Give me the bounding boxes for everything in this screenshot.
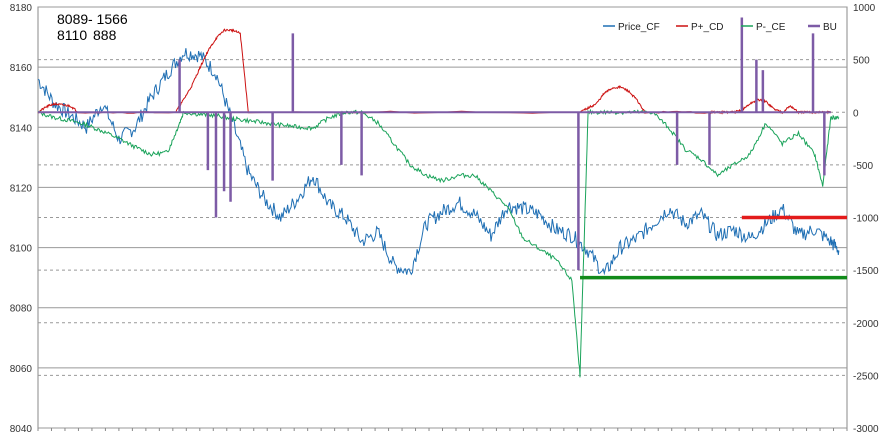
right-tick-label: -500 — [853, 161, 873, 172]
readout-box: 8089 - 1566 8110 888 — [57, 11, 128, 43]
left-tick-label: 8180 — [10, 3, 33, 14]
right-tick-label: 0 — [853, 108, 859, 119]
left-tick-label: 8080 — [10, 304, 33, 315]
series-layer — [37, 17, 840, 378]
right-axis-ticks: -3000 -2500 -2000 -1500 -1000 -500 0 500 1000 — [853, 3, 879, 435]
legend-label: Price_CF — [618, 22, 660, 33]
legend-label: P-_CE — [756, 22, 786, 33]
series-line-p-ce — [37, 108, 840, 378]
right-tick-label: -3000 — [853, 424, 879, 435]
legend: Price_CF P+_CD P-_CE BU — [603, 22, 837, 33]
reference-lines — [580, 215, 847, 280]
readout-row2-b: 888 — [93, 27, 117, 43]
right-tick-label: 1000 — [853, 3, 876, 14]
left-tick-label: 8040 — [10, 424, 33, 435]
series-line-price-cf — [37, 48, 840, 276]
right-tick-label: -2000 — [853, 319, 879, 330]
left-axis-ticks: 8040 8060 8080 8100 8120 8140 8160 8180 — [10, 3, 33, 435]
left-tick-label: 8100 — [10, 244, 33, 255]
readout-row2-a: 8110 — [57, 27, 87, 43]
left-tick-label: 8140 — [10, 123, 33, 134]
right-tick-label: -1500 — [853, 266, 879, 277]
right-tick-label: -1000 — [853, 214, 879, 225]
left-tick-label: 8060 — [10, 364, 33, 375]
readout-row1-a: 8089 — [57, 11, 88, 27]
right-tick-label: -2500 — [853, 371, 879, 382]
left-tick-label: 8160 — [10, 63, 33, 74]
grid-lines — [37, 6, 848, 431]
legend-label: P+_CD — [691, 22, 724, 33]
readout-row1-b: - 1566 — [88, 11, 128, 27]
left-tick-label: 8120 — [10, 183, 33, 194]
series-line-p-cd — [37, 28, 832, 115]
legend-label: BU — [823, 22, 837, 33]
series-bu — [38, 17, 831, 271]
right-tick-label: 500 — [853, 56, 870, 67]
